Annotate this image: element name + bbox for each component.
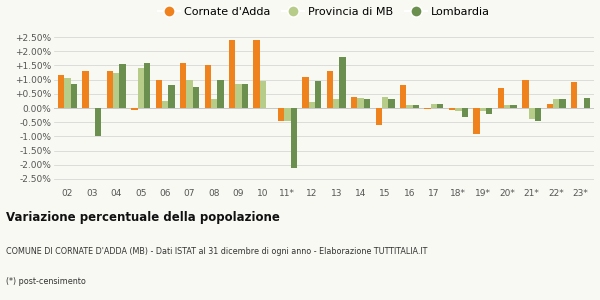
Bar [504,105,511,108]
Bar [364,100,370,108]
Bar [71,84,77,108]
Bar [193,87,199,108]
Bar [461,108,468,116]
Bar [449,108,455,110]
Bar [235,84,242,108]
Bar [187,80,193,108]
Bar [522,80,529,108]
Bar [278,108,284,121]
Bar [351,97,358,108]
Bar [58,75,64,108]
Bar [479,108,486,111]
Bar [553,100,559,108]
Bar [308,102,315,108]
Bar [358,98,364,108]
Bar [547,104,553,108]
Bar [431,104,437,108]
Bar [229,40,235,108]
Bar [260,81,266,108]
Bar [529,108,535,119]
Bar [169,85,175,108]
Bar [253,40,260,108]
Bar [406,105,413,108]
Bar [455,108,461,111]
Bar [119,64,126,108]
Bar [400,85,406,108]
Bar [64,78,71,108]
Bar [137,68,144,108]
Bar [302,77,308,108]
Bar [131,108,137,110]
Bar [571,82,577,108]
Bar [559,100,566,108]
Bar [155,80,162,108]
Bar [284,108,290,121]
Bar [333,100,340,108]
Bar [340,57,346,108]
Bar [486,108,493,114]
Text: (*) post-censimento: (*) post-censimento [6,278,86,286]
Bar [473,108,479,134]
Bar [242,84,248,108]
Legend: Cornate d'Adda, Provincia di MB, Lombardia: Cornate d'Adda, Provincia di MB, Lombard… [153,2,495,21]
Bar [424,108,431,110]
Bar [315,81,322,108]
Bar [217,80,224,108]
Bar [290,108,297,168]
Bar [205,65,211,108]
Bar [113,73,119,108]
Bar [326,71,333,108]
Bar [144,63,150,108]
Text: COMUNE DI CORNATE D'ADDA (MB) - Dati ISTAT al 31 dicembre di ogni anno - Elabora: COMUNE DI CORNATE D'ADDA (MB) - Dati IST… [6,248,427,256]
Bar [180,63,187,108]
Bar [82,71,89,108]
Bar [388,100,395,108]
Bar [107,71,113,108]
Bar [413,105,419,108]
Bar [162,101,169,108]
Bar [437,104,443,108]
Bar [95,108,101,136]
Bar [584,98,590,108]
Text: Variazione percentuale della popolazione: Variazione percentuale della popolazione [6,212,280,224]
Bar [498,88,504,108]
Bar [535,108,541,121]
Bar [511,105,517,108]
Bar [382,97,388,108]
Bar [376,108,382,125]
Bar [211,100,217,108]
